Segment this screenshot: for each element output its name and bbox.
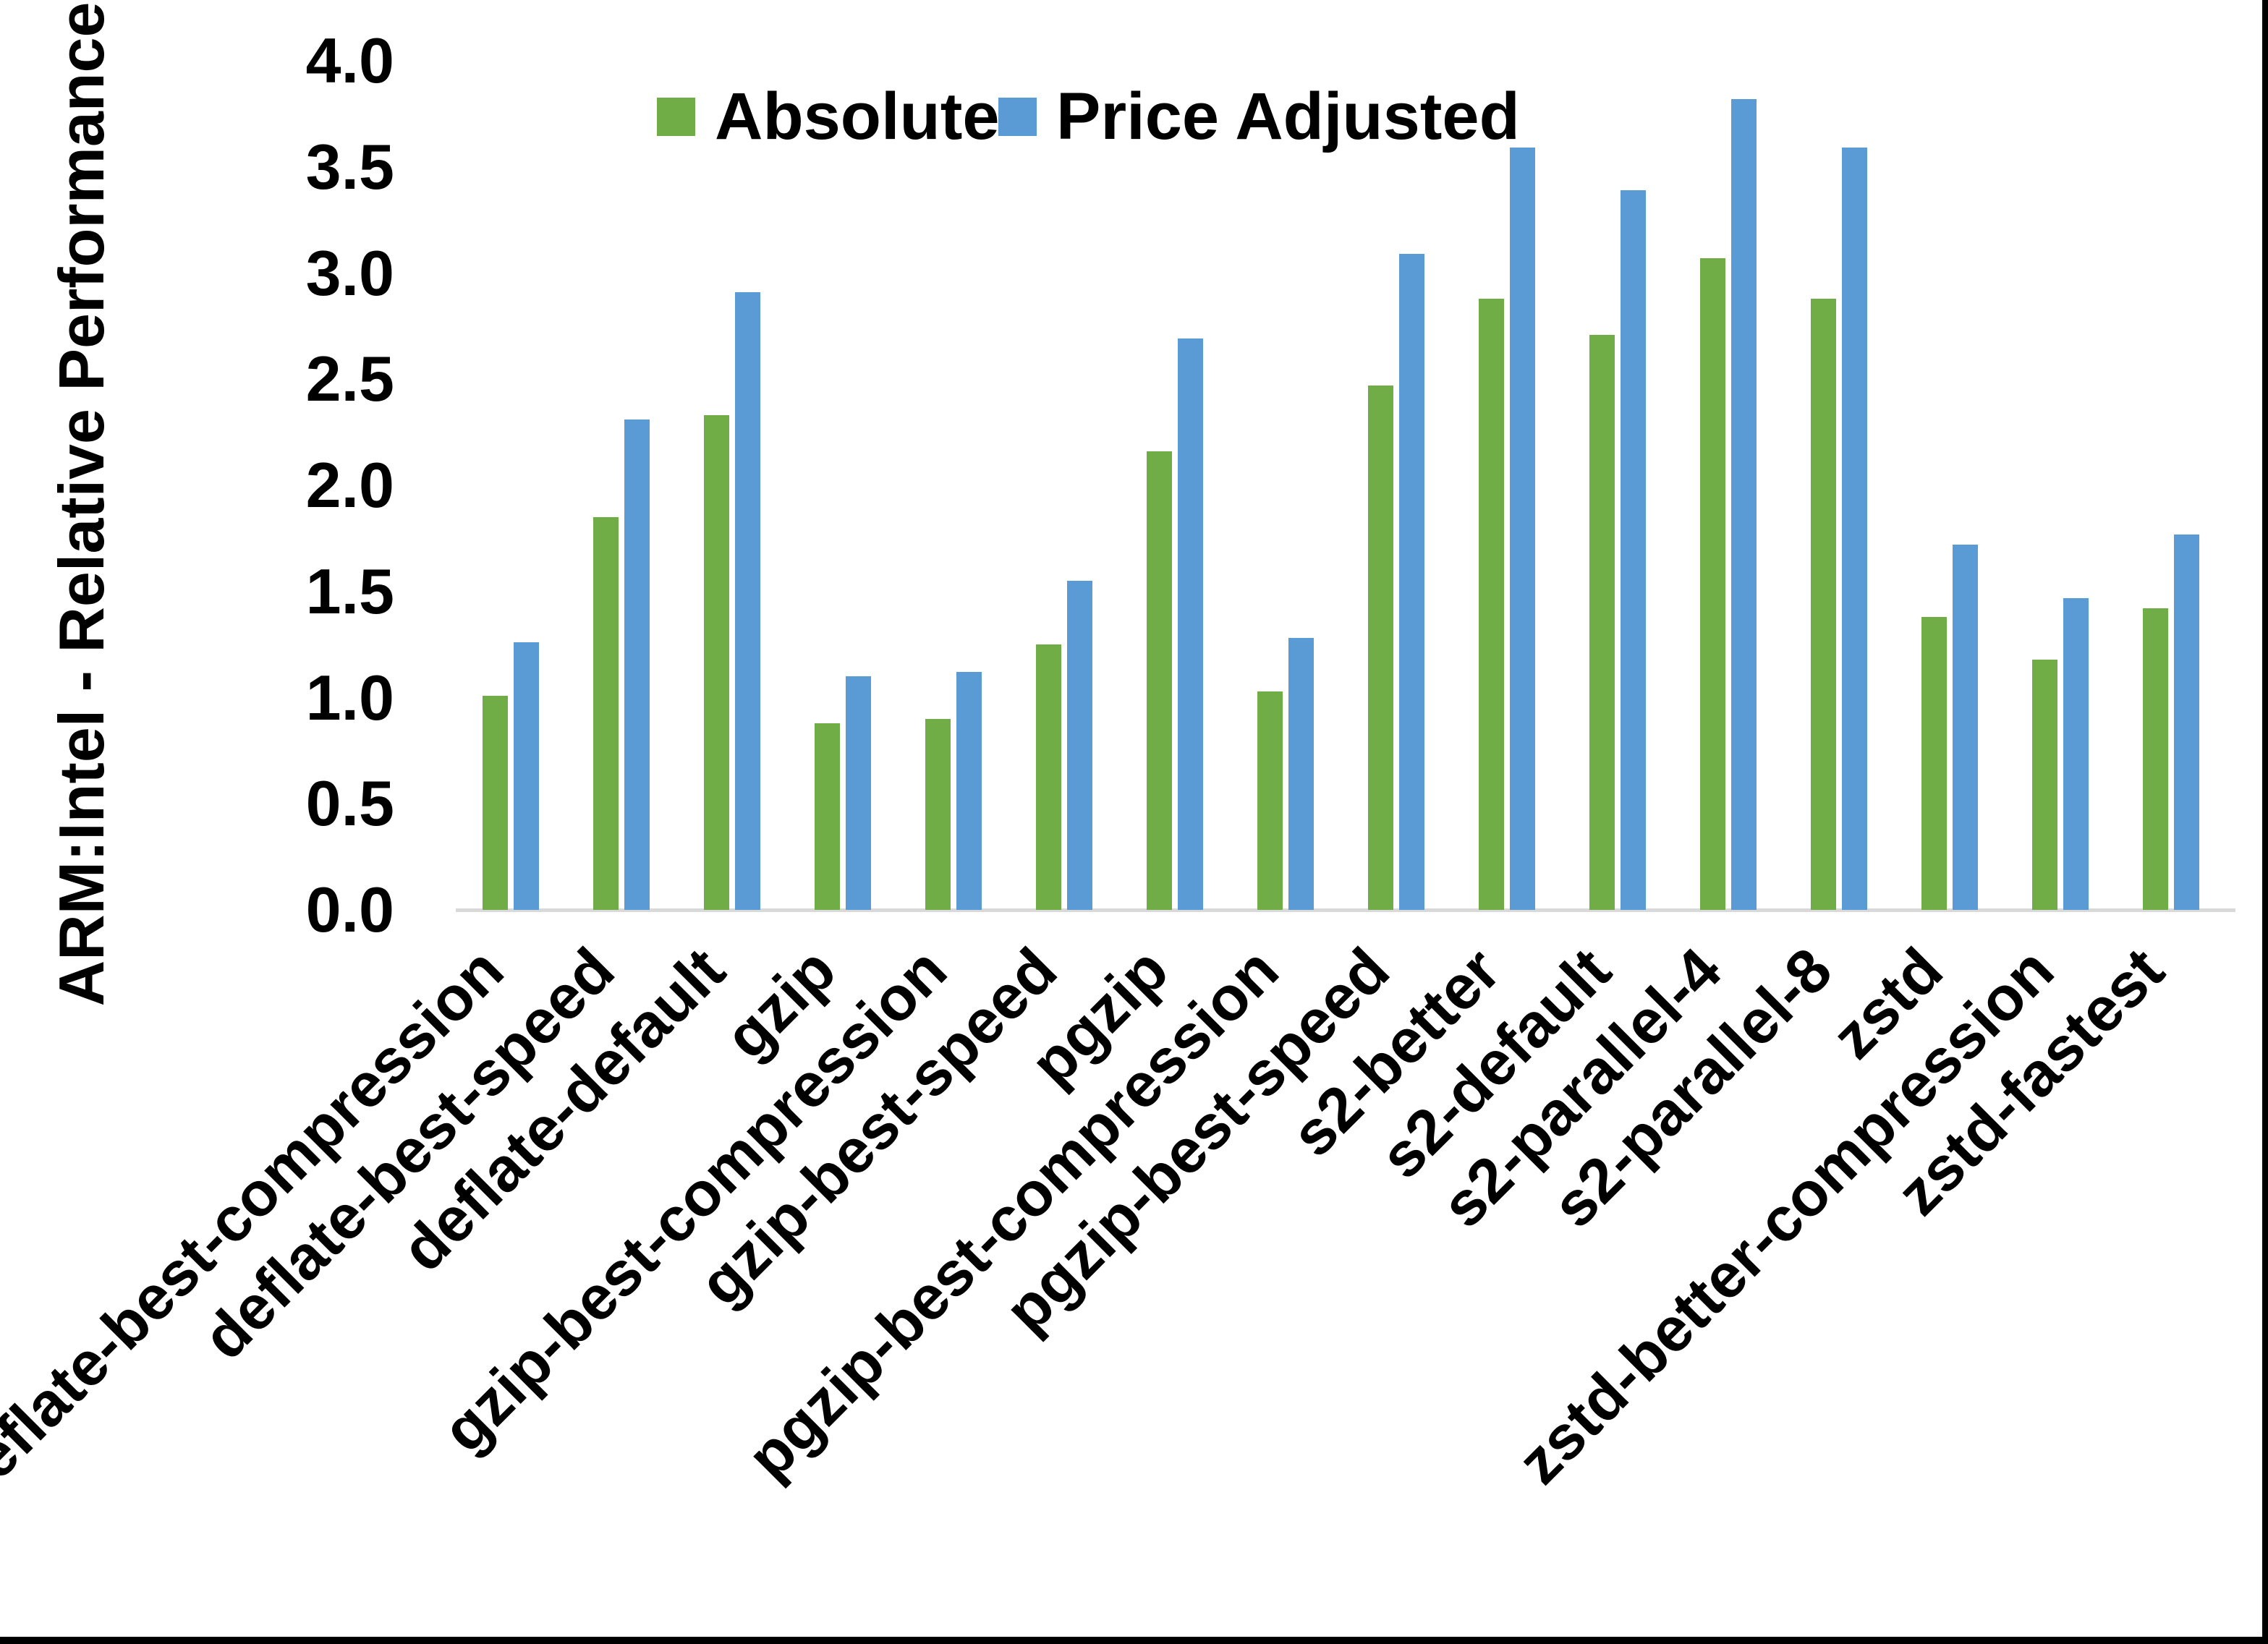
bar-pgzip-absolute	[1147, 451, 1172, 910]
bar-gzip-best-speed-price-adjusted	[1067, 581, 1092, 910]
y-tick-2.0: 2.0	[305, 449, 394, 521]
legend-label-price-adjusted: Price Adjusted	[1056, 80, 1520, 153]
bar-s2-parallel-4-absolute	[1700, 258, 1725, 910]
bar-deflate-default-absolute	[704, 415, 729, 910]
screenshot-right-border	[2262, 0, 2268, 1644]
legend-item-absolute: Absolute	[657, 82, 1000, 151]
bar-pgzip-price-adjusted	[1178, 338, 1203, 910]
bar-deflate-best-compression-absolute	[483, 696, 508, 910]
bar-pgzip-best-speed-absolute	[1368, 386, 1393, 910]
bar-pgzip-best-speed-price-adjusted	[1399, 254, 1424, 910]
bar-zstd-fastest-price-adjusted	[2174, 534, 2199, 910]
bar-zstd-better-compression-absolute	[2032, 660, 2057, 910]
bar-deflate-best-compression-price-adjusted	[514, 642, 539, 910]
bar-gzip-absolute	[815, 723, 840, 910]
bar-zstd-price-adjusted	[1953, 545, 1978, 910]
bar-s2-parallel-8-absolute	[1811, 299, 1836, 910]
x-axis-line	[456, 908, 2235, 912]
bar-pgzip-best-compression-price-adjusted	[1288, 638, 1314, 910]
legend-swatch-price-adjusted	[998, 97, 1037, 136]
bar-gzip-best-speed-absolute	[1036, 644, 1061, 910]
bar-gzip-best-compression-price-adjusted	[956, 672, 982, 910]
bar-zstd-better-compression-price-adjusted	[2063, 598, 2089, 910]
bar-s2-parallel-4-price-adjusted	[1731, 99, 1757, 910]
bar-s2-better-price-adjusted	[1510, 148, 1535, 910]
bar-s2-default-absolute	[1589, 335, 1615, 910]
bar-zstd-absolute	[1921, 617, 1947, 910]
y-tick-3.5: 3.5	[305, 130, 394, 203]
y-tick-0.0: 0.0	[305, 874, 394, 945]
y-tick-4.0: 4.0	[305, 25, 394, 96]
bar-s2-default-price-adjusted	[1621, 190, 1646, 910]
legend-swatch-absolute	[657, 97, 695, 136]
bar-zstd-fastest-absolute	[2143, 608, 2168, 910]
legend-item-price-adjusted: Price Adjusted	[998, 82, 1520, 151]
bar-gzip-price-adjusted	[846, 676, 871, 910]
bar-deflate-best-speed-price-adjusted	[624, 419, 650, 910]
y-tick-3.0: 3.0	[305, 237, 394, 309]
bar-deflate-best-speed-absolute	[593, 517, 619, 910]
bar-s2-parallel-8-price-adjusted	[1842, 148, 1867, 910]
screenshot-bottom-border	[0, 1637, 2268, 1644]
bar-s2-better-absolute	[1479, 299, 1504, 910]
y-tick-1.5: 1.5	[305, 555, 394, 627]
y-tick-2.5: 2.5	[305, 343, 394, 415]
y-tick-1.0: 1.0	[305, 661, 394, 733]
y-tick-0.5: 0.5	[305, 767, 394, 840]
bar-gzip-best-compression-absolute	[925, 719, 951, 910]
bar-deflate-default-price-adjusted	[735, 292, 760, 910]
y-axis-title: ARM:Intel - Relative Performance	[46, 1, 117, 1007]
bar-pgzip-best-compression-absolute	[1257, 691, 1283, 910]
legend-label-absolute: Absolute	[715, 80, 1000, 153]
